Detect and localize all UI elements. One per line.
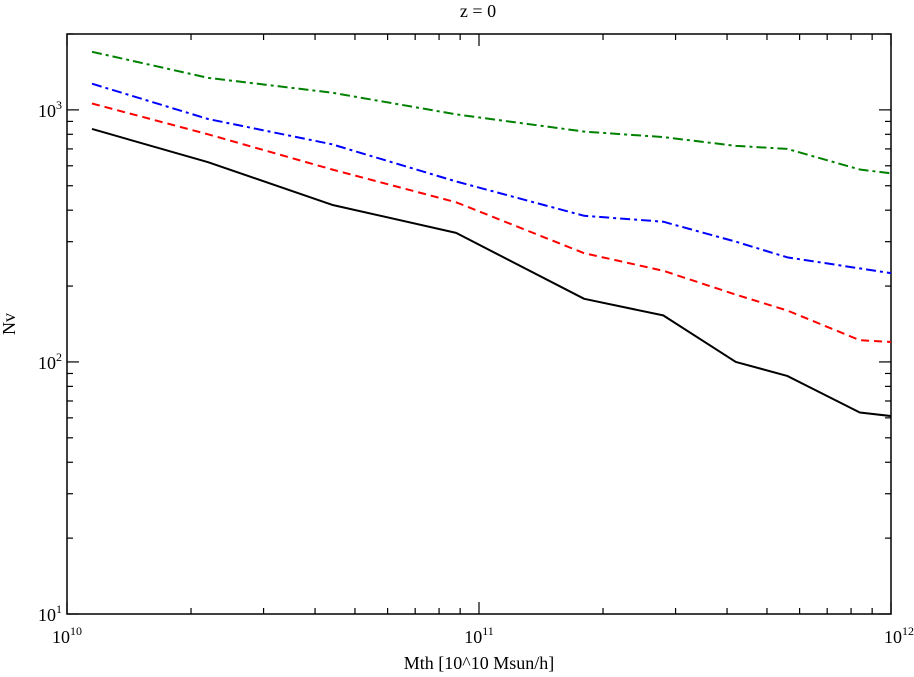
series-lines [91,50,892,418]
series-line-4 [91,50,892,175]
y-axis-label: Nv [0,313,19,335]
axis-tick-labels: 1010 1011 1012 101 102 103 [38,98,914,647]
x-tick-label: 1010 [52,624,82,647]
x-tick-label: 1012 [884,624,914,647]
y-tick-label: 103 [38,98,62,121]
series-line-3 [91,82,892,275]
series-line-1 [91,127,892,418]
series-line-2 [91,102,892,343]
x-tick-label: 1011 [464,624,494,647]
x-axis-label: Mth [10^10 Msun/h] [404,653,554,673]
axis-ticks [66,33,892,615]
y-tick-label: 102 [38,350,62,373]
chart-title: z = 0 [460,1,496,21]
plot-frame [66,33,892,615]
y-tick-label: 101 [38,602,62,625]
